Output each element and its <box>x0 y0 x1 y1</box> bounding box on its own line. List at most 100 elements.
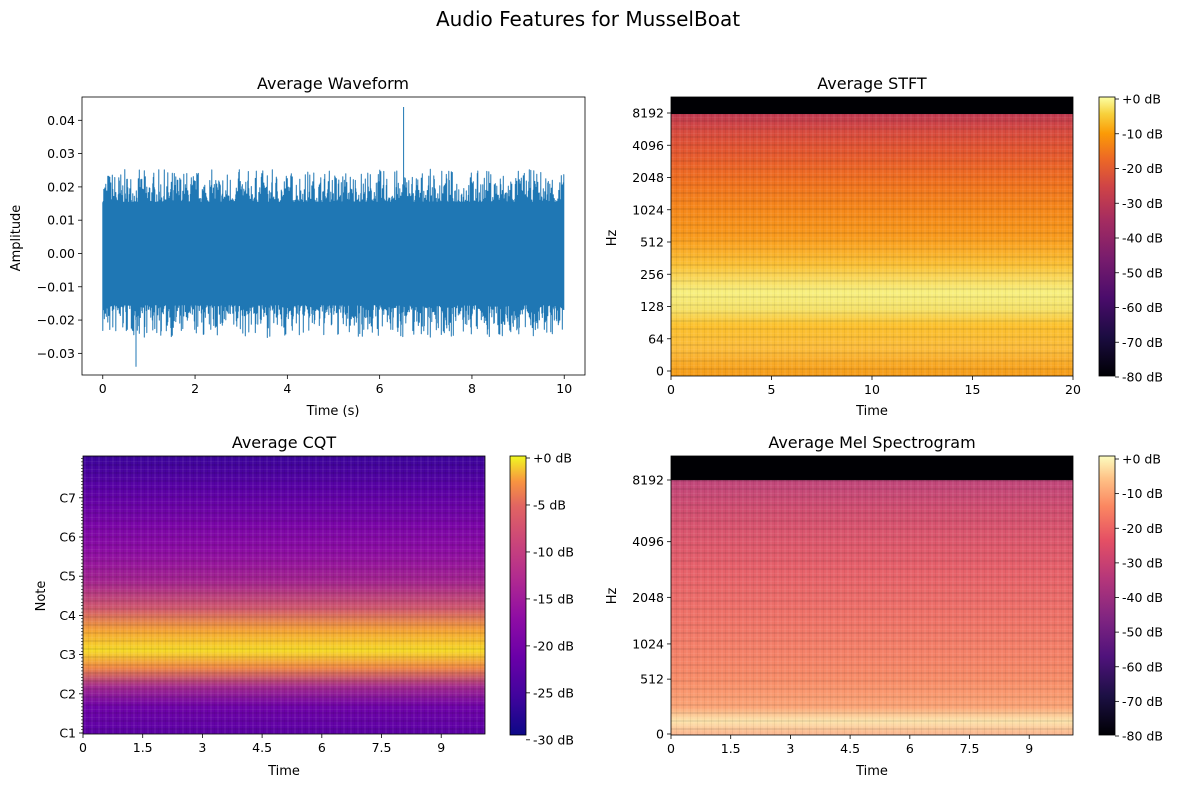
cqt-colorbar-tick-label: -10 dB <box>533 544 574 559</box>
mel-colorbar-tick-label: -10 dB <box>1122 486 1163 501</box>
cqt-colorbar-fill <box>509 455 527 736</box>
mel-colorbar-tick-label: -80 dB <box>1122 729 1163 744</box>
mel-colorbar-fill <box>1098 455 1116 736</box>
mel-colorbar-tick-label: -60 dB <box>1122 659 1163 674</box>
cqt-y-tick-label: C2 <box>59 686 76 701</box>
mel-colorbar-tick-label: -70 dB <box>1122 694 1163 709</box>
cqt-heatmap-bands <box>83 456 485 734</box>
mel-colorbar-tick-label: -20 dB <box>1122 521 1163 536</box>
mel-x-tick-label: 4.5 <box>840 741 860 756</box>
stft-y-tick-label: 4096 <box>632 138 664 153</box>
mel-heatmap-bands <box>671 480 1073 735</box>
waveform-panel: Average Waveform 0 2 4 6 8 10 −0.03 −0.02 −0.01… <box>9 74 586 419</box>
stft-y-tick-label: 256 <box>640 267 664 282</box>
mel-x-tick-label: 9 <box>1025 741 1033 756</box>
waveform-y-tick-label: 0.01 <box>47 213 75 228</box>
mel-image <box>670 455 1074 736</box>
cqt-colorbar-tick-label: -30 dB <box>533 732 574 747</box>
mel-colorbar-tick-label: -40 dB <box>1122 590 1163 605</box>
stft-colorbar-fill <box>1098 96 1116 377</box>
stft-colorbar: +0 dB -10 dB -20 dB -30 dB -40 dB -50 dB -60 d… <box>1098 92 1163 385</box>
stft-y-tick-label: 0 <box>656 364 664 379</box>
stft-y-label: Hz <box>605 230 620 247</box>
stft-x-tick-label: 0 <box>667 382 675 397</box>
waveform-y-tick-label: 0.03 <box>47 146 75 161</box>
stft-colorbar-tick-label: -50 dB <box>1122 265 1163 280</box>
stft-y-tick-label: 2048 <box>632 170 664 185</box>
cqt-y-tick-label: C7 <box>59 490 76 505</box>
mel-y-tick-label: 4096 <box>632 534 664 549</box>
stft-y-tick-label: 1024 <box>632 202 664 217</box>
mel-x-tick-label: 6 <box>906 741 914 756</box>
stft-colorbar-tick-label: -10 dB <box>1122 126 1163 141</box>
waveform-y-tick-label: −0.02 <box>37 313 75 328</box>
stft-y-ticks: 0 64 128 256 512 1024 2048 4096 8192 <box>632 106 671 379</box>
cqt-y-tick-label: C6 <box>59 530 76 545</box>
stft-colorbar-tick-label: -80 dB <box>1122 370 1163 385</box>
cqt-title: Average CQT <box>232 433 337 452</box>
cqt-colorbar-tick-label: -15 dB <box>533 591 574 606</box>
waveform-axes-border <box>81 96 586 376</box>
stft-x-ticks: 0 5 10 15 20 <box>667 376 1081 397</box>
stft-colorbar-tick-label: +0 dB <box>1122 92 1161 107</box>
mel-colorbar-tick-label: -30 dB <box>1122 555 1163 570</box>
waveform-y-tick-label: 0.04 <box>47 113 75 128</box>
mel-y-ticks: 0 512 1024 2048 4096 8192 <box>632 473 671 742</box>
mel-y-tick-label: 1024 <box>632 636 664 651</box>
cqt-y-tick-label: C5 <box>59 569 76 584</box>
stft-x-tick-label: 20 <box>1065 382 1081 397</box>
stft-x-tick-label: 15 <box>965 382 981 397</box>
stft-heatmap-bands <box>671 114 1073 376</box>
waveform-y-ticks: −0.03 −0.02 −0.01 0.00 0.01 0.02 0.03 0.04 <box>37 113 82 361</box>
stft-colorbar-tick-label: -70 dB <box>1122 335 1163 350</box>
cqt-panel: Average CQT 0 1.5 3 4.5 6 7.5 9 C1 C2 C3 C4 C5 C6 C7… <box>34 433 574 779</box>
waveform-x-tick-label: 8 <box>468 381 476 396</box>
mel-colorbar-tick-label: -50 dB <box>1122 625 1163 640</box>
waveform-x-tick-label: 2 <box>191 381 199 396</box>
mel-axes-border <box>670 455 1074 736</box>
mel-x-label: Time <box>855 764 888 779</box>
mel-y-tick-label: 2048 <box>632 590 664 605</box>
mel-panel: Average Mel Spectrogram 0 1.5 3 4.5 6 7.5 9 0 5… <box>605 433 1163 779</box>
figure-suptitle: Audio Features for MusselBoat <box>436 7 740 31</box>
stft-y-tick-label: 8192 <box>632 106 664 121</box>
cqt-y-ticks: C1 C2 C3 C4 C5 C6 C7 <box>59 490 83 741</box>
cqt-colorbar: +0 dB -5 dB -10 dB -15 dB -20 dB -25 dB -30 dB <box>509 451 574 747</box>
cqt-x-ticks: 0 1.5 3 4.5 6 7.5 9 <box>79 734 445 755</box>
cqt-x-tick-label: 6 <box>318 740 326 755</box>
stft-y-tick-label: 512 <box>640 235 664 250</box>
mel-title: Average Mel Spectrogram <box>768 433 975 452</box>
waveform-y-label: Amplitude <box>9 205 24 272</box>
mel-x-tick-label: 1.5 <box>721 741 741 756</box>
stft-x-label: Time <box>855 404 888 419</box>
cqt-colorbar-tick-label: +0 dB <box>533 451 572 466</box>
waveform-y-tick-label: −0.03 <box>37 346 75 361</box>
mel-x-tick-label: 7.5 <box>960 741 980 756</box>
stft-colorbar-tick-label: -30 dB <box>1122 196 1163 211</box>
cqt-x-tick-label: 1.5 <box>133 740 153 755</box>
stft-x-tick-label: 10 <box>864 382 880 397</box>
cqt-x-tick-label: 9 <box>437 740 445 755</box>
cqt-y-tick-label: C4 <box>59 608 76 623</box>
waveform-x-tick-label: 10 <box>556 381 572 396</box>
cqt-x-tick-label: 4.5 <box>252 740 272 755</box>
cqt-y-tick-label: C3 <box>59 647 76 662</box>
cqt-axes-border <box>82 455 486 735</box>
stft-panel: Average STFT 0 5 10 15 20 0 64 128 256 512 1024 20… <box>605 74 1163 419</box>
waveform-x-label: Time (s) <box>306 404 360 419</box>
waveform-y-tick-label: −0.01 <box>37 279 75 294</box>
cqt-y-label: Note <box>34 581 49 612</box>
mel-y-tick-label: 512 <box>640 672 664 687</box>
waveform-title: Average Waveform <box>257 74 409 93</box>
cqt-colorbar-tick-label: -20 dB <box>533 638 574 653</box>
waveform-series-line <box>102 107 565 367</box>
mel-x-tick-label: 3 <box>786 741 794 756</box>
cqt-x-label: Time <box>267 764 300 779</box>
cqt-colorbar-tick-label: -25 dB <box>533 685 574 700</box>
cqt-image <box>82 455 486 735</box>
mel-y-tick-label: 0 <box>656 727 664 742</box>
stft-title: Average STFT <box>817 74 927 93</box>
waveform-x-tick-label: 4 <box>283 381 291 396</box>
stft-colorbar-tick-label: -60 dB <box>1122 300 1163 315</box>
